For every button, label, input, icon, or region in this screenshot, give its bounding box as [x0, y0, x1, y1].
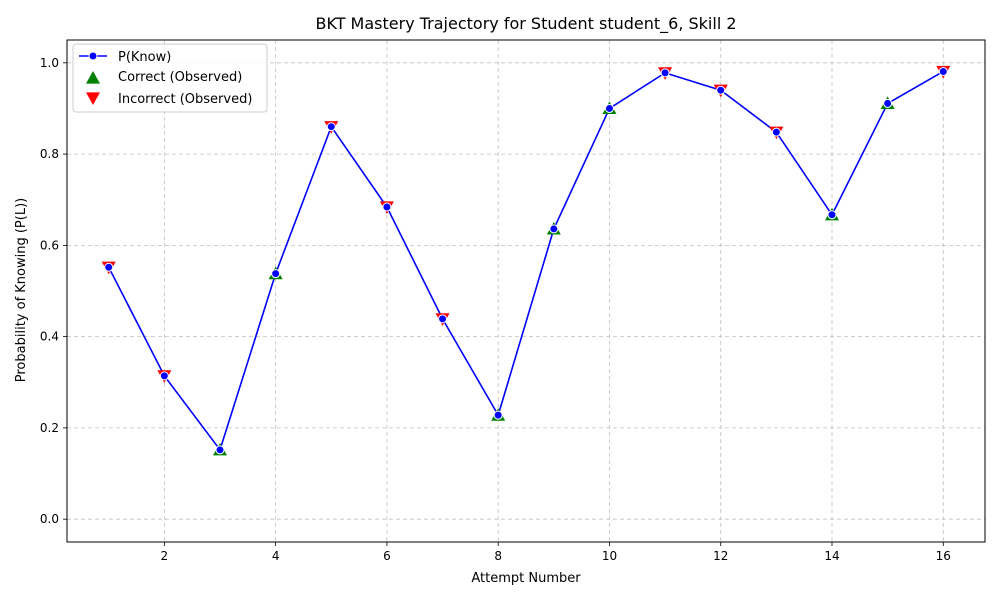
y-tick-label: 0.6	[40, 238, 59, 252]
p-know-point	[716, 85, 726, 95]
p-know-point	[326, 122, 336, 132]
x-tick-label: 6	[383, 549, 391, 563]
p-know-point	[271, 269, 281, 279]
legend-label: Incorrect (Observed)	[118, 92, 252, 107]
legend-point-swatch	[88, 51, 98, 61]
y-tick-label: 1.0	[40, 56, 59, 70]
p-know-point	[827, 210, 837, 220]
y-axis-title: Probability of Knowing (P(L))	[14, 198, 29, 382]
p-know-point	[660, 68, 670, 78]
x-axis-title: Attempt Number	[471, 571, 581, 586]
y-tick-label: 0.8	[40, 147, 59, 161]
y-tick-label: 0.0	[40, 512, 59, 526]
legend: P(Know) Correct (Observed) Incorrect (Obse…	[72, 43, 268, 113]
p-know-point	[771, 127, 781, 137]
p-know-point	[438, 314, 448, 324]
legend-box	[72, 43, 268, 113]
x-tick-label: 10	[602, 549, 617, 563]
x-tick-label: 2	[161, 549, 169, 563]
p-know-point	[104, 262, 114, 272]
x-tick-label: 14	[824, 549, 839, 563]
p-know-point	[549, 224, 559, 234]
legend-label: P(Know)	[118, 50, 171, 65]
legend-correct-swatch	[86, 71, 100, 84]
p-know-point	[938, 66, 948, 76]
p-know-series	[108, 70, 944, 452]
axes: 2 4 6 8 10 12 14 16 0.0 0.2 0.4 0.6 0.8 1.0	[40, 39, 986, 563]
x-tick-label: 16	[936, 549, 951, 563]
p-know-points	[104, 66, 948, 455]
p-know-point	[159, 371, 169, 381]
p-know-point	[215, 445, 225, 455]
p-know-point	[604, 103, 614, 113]
x-tick-label: 12	[713, 549, 728, 563]
x-tick-label: 4	[272, 549, 280, 563]
grid	[67, 40, 985, 542]
p-know-point	[493, 410, 503, 420]
legend-label: Correct (Observed)	[118, 70, 242, 85]
legend-incorrect-swatch	[86, 92, 100, 105]
p-know-point	[382, 202, 392, 212]
chart-title: BKT Mastery Trajectory for Student stude…	[315, 14, 736, 34]
x-tick-label: 8	[494, 549, 502, 563]
y-tick-label: 0.4	[40, 330, 59, 344]
plot-frame	[66, 39, 986, 543]
p-know-line	[108, 70, 944, 452]
p-know-point	[883, 98, 893, 108]
y-tick-label: 0.2	[40, 421, 59, 435]
